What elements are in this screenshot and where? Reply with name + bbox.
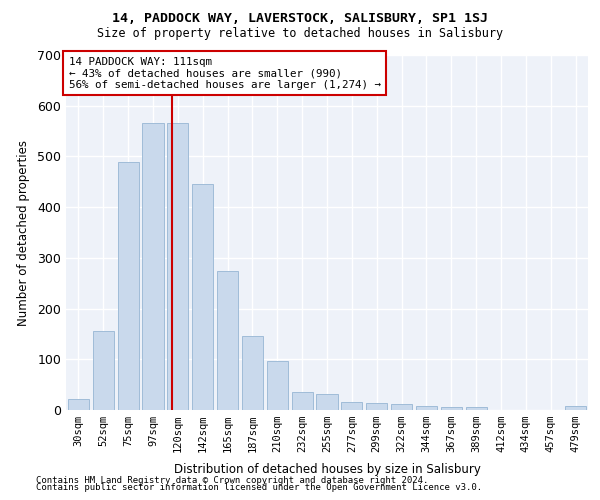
Bar — [316, 394, 338, 410]
Bar — [192, 184, 213, 410]
Bar — [565, 406, 586, 410]
Text: Contains public sector information licensed under the Open Government Licence v3: Contains public sector information licen… — [36, 484, 482, 492]
Bar — [341, 402, 362, 410]
Bar — [466, 408, 487, 410]
Bar — [391, 404, 412, 410]
Bar — [93, 332, 114, 410]
Bar — [118, 162, 139, 410]
Text: 14, PADDOCK WAY, LAVERSTOCK, SALISBURY, SP1 1SJ: 14, PADDOCK WAY, LAVERSTOCK, SALISBURY, … — [112, 12, 488, 26]
Bar — [292, 392, 313, 410]
Bar — [267, 361, 288, 410]
Bar — [167, 124, 188, 410]
Bar — [416, 406, 437, 410]
Bar — [441, 408, 462, 410]
Bar — [142, 124, 164, 410]
Bar — [68, 399, 89, 410]
Bar — [217, 270, 238, 410]
X-axis label: Distribution of detached houses by size in Salisbury: Distribution of detached houses by size … — [173, 464, 481, 476]
Text: Size of property relative to detached houses in Salisbury: Size of property relative to detached ho… — [97, 28, 503, 40]
Bar — [366, 403, 387, 410]
Text: Contains HM Land Registry data © Crown copyright and database right 2024.: Contains HM Land Registry data © Crown c… — [36, 476, 428, 485]
Text: 14 PADDOCK WAY: 111sqm
← 43% of detached houses are smaller (990)
56% of semi-de: 14 PADDOCK WAY: 111sqm ← 43% of detached… — [68, 57, 380, 90]
Bar — [242, 336, 263, 410]
Y-axis label: Number of detached properties: Number of detached properties — [17, 140, 30, 326]
